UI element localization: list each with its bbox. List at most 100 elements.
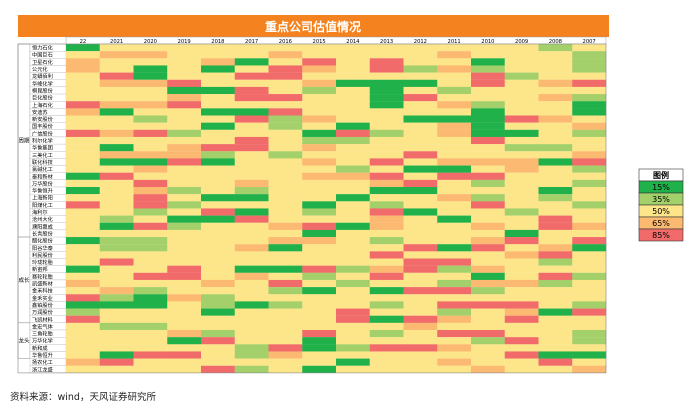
company-name: 安迪苏 [32,108,48,116]
heatmap-cell [403,208,438,216]
company-name: 三美化工 [32,151,53,159]
heatmap-cell [201,330,235,338]
heatmap-cell [133,301,168,309]
heatmap-cell [538,58,573,66]
heatmap-cell [268,294,303,302]
company-name: 龙蟒佰利 [32,72,53,80]
heatmap-cell [302,151,337,159]
heatmap-cell [504,244,539,252]
heatmap-cell [572,244,607,252]
heatmap-cell [234,365,269,373]
heatmap-cell [66,229,100,238]
heatmap-cell [403,51,438,59]
heatmap-cell [471,194,505,202]
heatmap-cell [268,94,303,102]
heatmap-cell [66,108,100,116]
heatmap-cell [403,272,438,281]
heatmap-cell [369,287,404,295]
heatmap-cell [201,308,235,316]
heatmap-cell [99,258,134,266]
heatmap-cell [437,172,472,180]
company-name: 新和成 [32,344,48,352]
heatmap-cell [437,58,472,66]
group-label: 龙头 [18,337,30,345]
heatmap-cell [336,222,370,230]
heatmap-cell [572,108,607,116]
heatmap-cell [234,144,269,152]
heatmap-cell [234,194,269,202]
heatmap-cell [403,251,438,259]
heatmap-cell [504,365,539,373]
heatmap-cell [234,265,269,273]
heatmap-cell [133,244,168,252]
heatmap-cell [99,151,134,159]
heatmap-cell [201,58,235,66]
heatmap-cell [234,136,269,145]
heatmap-cell [538,194,573,202]
heatmap-cell [99,86,134,95]
heatmap-cell [268,129,303,138]
company-name: 万润股份 [32,308,54,316]
heatmap-cell [167,337,202,345]
heatmap-cell [167,136,202,145]
heatmap-cell [201,129,235,138]
heatmap-cell [336,201,370,209]
heatmap-cell [538,344,573,352]
heatmap-cell [167,351,202,359]
heatmap-cell [234,337,269,345]
heatmap-cell [403,215,438,223]
heatmap-cell [302,51,337,59]
heatmap-cell [302,44,337,52]
company-name: 国丰股份 [32,122,54,130]
heatmap-cell [403,351,438,359]
heatmap-cell [99,51,134,59]
heatmap-cell [99,115,134,123]
heatmap-cell [471,94,505,102]
heatmap-cell [437,351,472,359]
heatmap-cell [302,65,337,73]
heatmap-cell [66,351,100,359]
heatmap-cell [167,358,202,366]
heatmap-cell [572,194,607,202]
heatmap-cell [336,344,370,352]
chart-title: 重点公司估值情况 [265,19,361,34]
heatmap-cell [538,101,573,109]
company-name: 华鲁集团 [32,144,53,152]
heatmap-cell [167,94,202,102]
year-label: 22 [80,39,87,45]
heatmap-cell [369,272,404,281]
heatmap-cell [336,58,370,66]
heatmap-cell [437,258,472,266]
heatmap-cell [437,194,472,202]
company-name: 泰和新材 [32,172,53,180]
heatmap-cell [572,94,607,102]
heatmap-cell [471,215,505,223]
heatmap-cell [471,58,505,66]
heatmap-cell [471,65,505,73]
year-label: 2018 [211,39,224,45]
heatmap-cell [99,344,134,352]
heatmap-cell [538,165,573,173]
legend-label: 65% [652,219,670,228]
heatmap-cell [369,215,404,223]
heatmap-cell [133,187,168,195]
heatmap-cell [369,208,404,216]
heatmap-cell [66,122,100,130]
heatmap-cell [66,187,100,195]
heatmap-cell [99,44,134,52]
heatmap-cell [167,179,202,188]
heatmap-cell [572,358,607,366]
heatmap-cell [403,65,438,73]
heatmap-cell [234,358,269,366]
heatmap-cell [336,279,370,288]
heatmap-cell [201,322,235,331]
heatmap-cell [471,51,505,59]
heatmap-cell [369,201,404,209]
year-label: 2021 [110,39,123,45]
heatmap-cell [437,86,472,95]
heatmap-cell [538,79,573,87]
company-name: 金宏气体 [32,322,54,330]
heatmap-cell [302,58,337,66]
grid-border [17,43,607,374]
heatmap-cell [66,115,100,123]
